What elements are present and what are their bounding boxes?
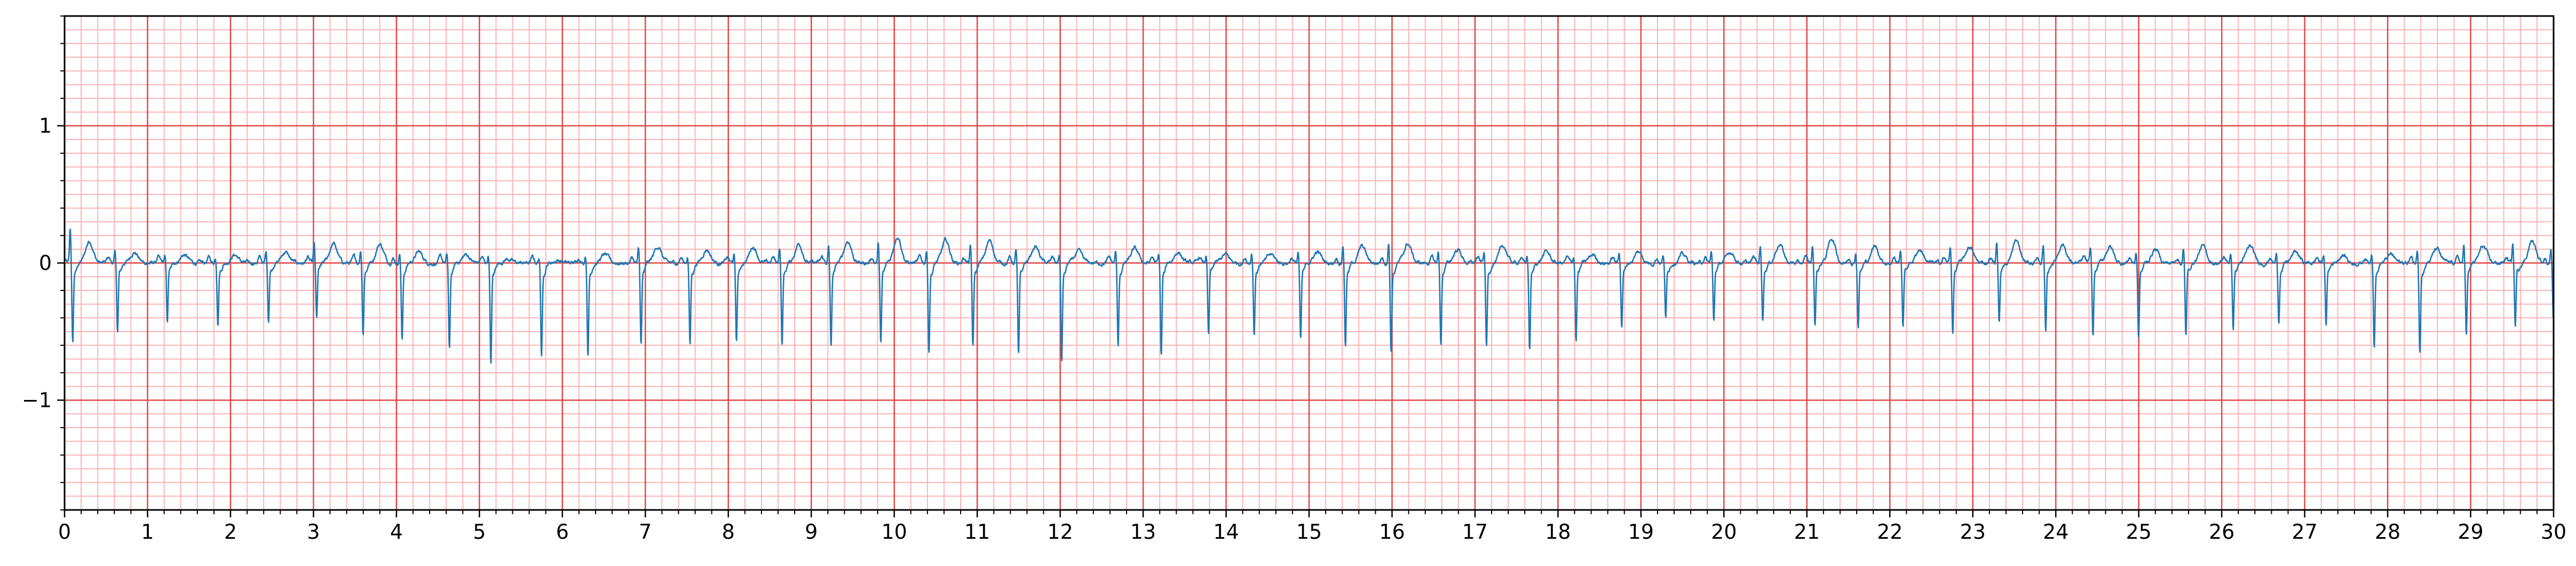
x-tick-label: 30 (2541, 520, 2566, 544)
x-tick-label: 6 (556, 520, 569, 544)
x-tick-label: 2 (224, 520, 237, 544)
x-tick-label: 23 (1960, 520, 1986, 544)
x-tick-label: 15 (1296, 520, 1322, 544)
x-tick-label: 9 (805, 520, 818, 544)
y-tick-label: −1 (22, 388, 52, 412)
x-tick-label: 7 (639, 520, 652, 544)
x-tick-label: 3 (307, 520, 320, 544)
x-tick-label: 20 (1711, 520, 1737, 544)
x-tick-label: 13 (1130, 520, 1156, 544)
x-tick-label: 8 (722, 520, 735, 544)
x-tick-label: 27 (2292, 520, 2317, 544)
x-tick-label: 5 (473, 520, 486, 544)
x-tick-label: 21 (1794, 520, 1820, 544)
x-tick-label: 25 (2126, 520, 2151, 544)
x-tick-label: 18 (1545, 520, 1571, 544)
x-tick-label: 26 (2209, 520, 2234, 544)
x-tick-label: 4 (390, 520, 403, 544)
x-tick-label: 29 (2458, 520, 2483, 544)
x-tick-label: 17 (1462, 520, 1488, 544)
x-tick-label: 22 (1877, 520, 1903, 544)
x-tick-label: 19 (1628, 520, 1654, 544)
x-tick-label: 28 (2375, 520, 2400, 544)
x-tick-label: 10 (881, 520, 907, 544)
x-tick-label: 0 (58, 520, 71, 544)
y-tick-label: 1 (39, 114, 52, 138)
y-tick-label: 0 (39, 251, 52, 275)
x-tick-label: 14 (1213, 520, 1239, 544)
x-tick-label: 12 (1047, 520, 1073, 544)
x-tick-label: 1 (141, 520, 154, 544)
x-tick-label: 16 (1379, 520, 1405, 544)
x-tick-label: 24 (2043, 520, 2068, 544)
x-tick-label: 11 (964, 520, 990, 544)
